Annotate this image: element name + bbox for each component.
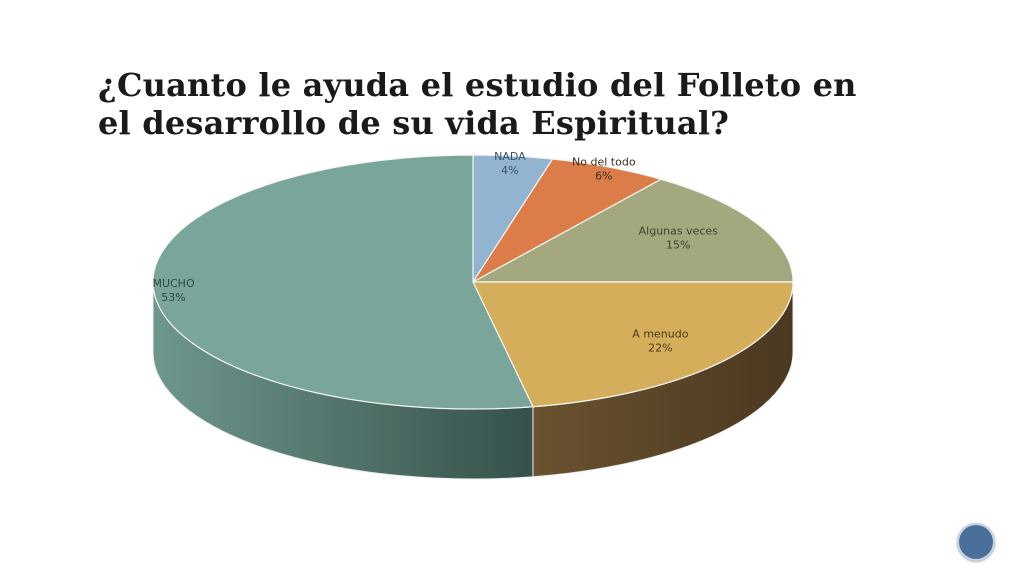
slide-title: ¿Cuanto le ayuda el estudio del Folleto … [98, 66, 958, 142]
pie-label-name: No del todo [572, 156, 636, 169]
pie-label-name: MUCHO [152, 277, 194, 290]
pie-labels: NADA 4% No del todo 6% Algunas veces 15% A men… [152, 150, 718, 354]
pie-label-value: 53% [161, 291, 185, 304]
pie-slice-a-menudo [472, 281, 794, 408]
slide-title-line-1: ¿Cuanto le ayuda el estudio del Folleto … [98, 66, 857, 104]
pie-tops [152, 154, 794, 410]
pie-slice-no-del-todo [472, 158, 663, 283]
pie-label-algunas-veces: Algunas veces 15% [639, 224, 719, 251]
pie-label-no-del-todo: No del todo 6% [572, 156, 636, 183]
pie-label-mucho: MUCHO 53% [152, 277, 194, 304]
pie-label-value: 15% [666, 238, 690, 251]
pie-label-a-menudo: A menudo 22% [632, 328, 688, 355]
pie-label-name: A menudo [632, 328, 688, 341]
slide-title-line-2: el desarrollo de su vida Espiritual? [98, 104, 730, 142]
pie-label-nada: NADA 4% [494, 150, 526, 177]
pie-slice-mucho [152, 154, 534, 410]
pie-label-name: NADA [494, 150, 526, 163]
pie-slice-algunas-veces [472, 178, 794, 283]
pie-label-name: Algunas veces [639, 224, 719, 237]
pie-label-value: 4% [501, 164, 518, 177]
pie-label-value: 6% [595, 170, 612, 183]
pie-label-value: 22% [648, 342, 672, 355]
slide-number-badge [957, 523, 995, 561]
